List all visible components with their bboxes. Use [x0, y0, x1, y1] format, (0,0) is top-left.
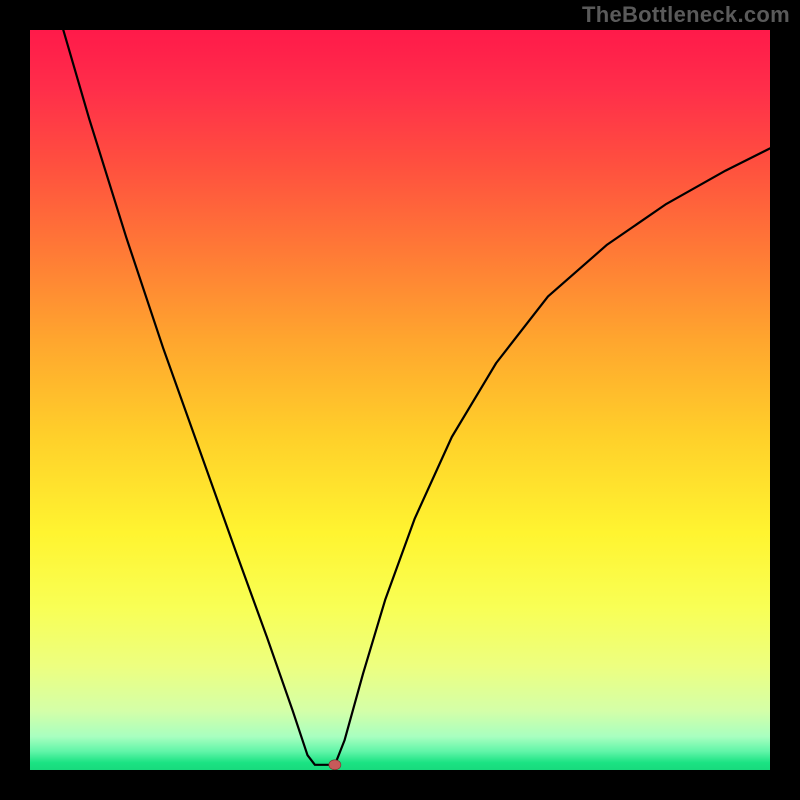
gradient-background: [30, 30, 770, 770]
chart-frame: TheBottleneck.com: [0, 0, 800, 800]
watermark-text: TheBottleneck.com: [582, 2, 790, 28]
bottleneck-chart: [30, 30, 770, 770]
optimal-point-marker: [329, 760, 341, 770]
